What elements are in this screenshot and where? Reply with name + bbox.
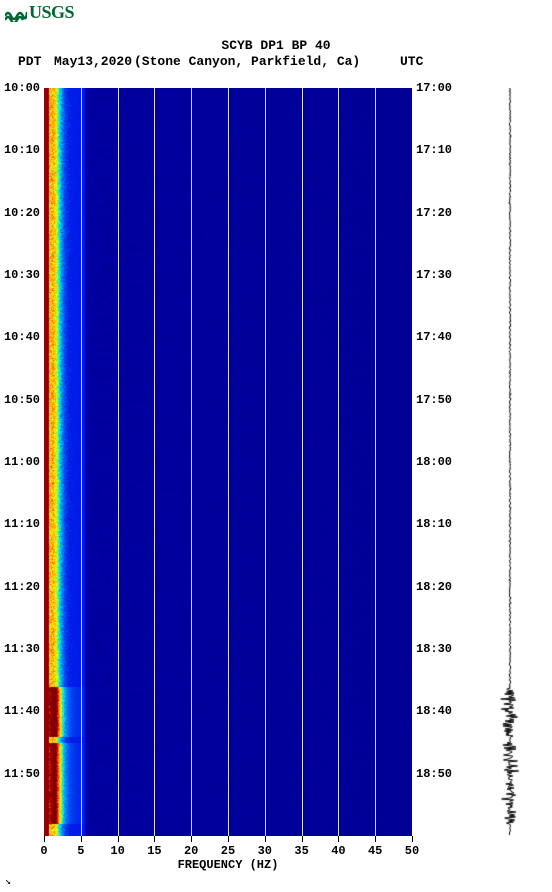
y-left-label: 10:10 [0, 143, 40, 157]
y-right-label: 17:50 [416, 393, 452, 407]
y-right-label: 17:40 [416, 330, 452, 344]
seismogram-panel [490, 88, 530, 836]
y-right-label: 17:20 [416, 206, 452, 220]
tz-right-label: UTC [400, 54, 423, 69]
x-axis-ticks [44, 836, 412, 844]
x-tick-label: 35 [294, 844, 308, 858]
station-label: (Stone Canyon, Parkfield, Ca) [134, 54, 360, 69]
y-right-label: 18:50 [416, 767, 452, 781]
x-tick-label: 0 [40, 844, 47, 858]
y-left-label: 11:20 [0, 580, 40, 594]
corner-mark: ↘ [5, 876, 11, 888]
x-tick-label: 50 [405, 844, 419, 858]
y-left-label: 11:40 [0, 704, 40, 718]
y-left-label: 10:40 [0, 330, 40, 344]
y-left-label: 10:30 [0, 268, 40, 282]
x-tick-label: 30 [258, 844, 272, 858]
chart-title: SCYB DP1 BP 40 [0, 38, 552, 53]
x-tick-label: 15 [147, 844, 161, 858]
tz-left-label: PDT [18, 54, 41, 69]
y-left-label: 10:00 [0, 81, 40, 95]
y-right-label: 18:00 [416, 455, 452, 469]
y-right-label: 17:00 [416, 81, 452, 95]
date-label: May13,2020 [54, 54, 132, 69]
x-tick-label: 10 [110, 844, 124, 858]
y-right-label: 18:20 [416, 580, 452, 594]
usgs-logo-text: USGS [29, 2, 74, 23]
y-left-label: 11:00 [0, 455, 40, 469]
x-tick-label: 20 [184, 844, 198, 858]
y-left-label: 11:30 [0, 642, 40, 656]
x-tick-label: 45 [368, 844, 382, 858]
x-axis-title: FREQUENCY (HZ) [44, 858, 412, 872]
y-right-label: 18:10 [416, 517, 452, 531]
usgs-logo: USGS [5, 2, 74, 23]
y-right-label: 18:30 [416, 642, 452, 656]
y-left-label: 10:50 [0, 393, 40, 407]
y-left-label: 11:10 [0, 517, 40, 531]
x-tick-label: 5 [77, 844, 84, 858]
spectrogram-panel [44, 88, 412, 836]
y-left-label: 10:20 [0, 206, 40, 220]
y-right-label: 17:10 [416, 143, 452, 157]
usgs-wave-icon [5, 4, 27, 22]
spectrogram-canvas [44, 88, 412, 836]
y-left-label: 11:50 [0, 767, 40, 781]
y-right-label: 18:40 [416, 704, 452, 718]
x-tick-label: 40 [331, 844, 345, 858]
y-right-label: 17:30 [416, 268, 452, 282]
x-tick-label: 25 [221, 844, 235, 858]
